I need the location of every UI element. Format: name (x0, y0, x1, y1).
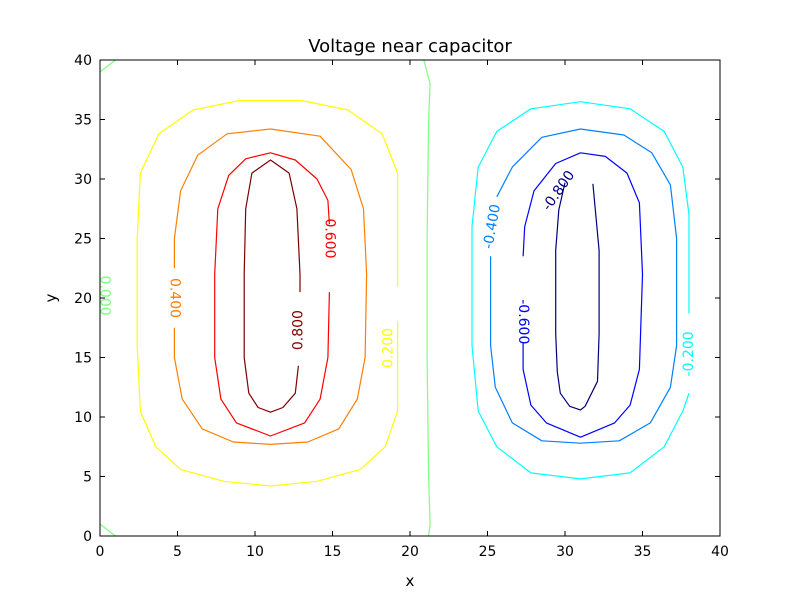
y-tick-label: 35 (74, 113, 92, 129)
contour-line--0.400 (496, 128, 581, 198)
x-tick-label: 20 (401, 544, 419, 560)
contour-label: 0.600 (321, 218, 337, 258)
contour-line-0.400 (173, 128, 368, 445)
contour-line-0.600 (214, 152, 330, 437)
x-tick-label: 5 (173, 544, 182, 560)
contour-label: -0.200 (681, 331, 697, 376)
x-tick-label: 10 (246, 544, 264, 560)
x-tick-label: 0 (96, 544, 105, 560)
contour-line-0.200 (136, 99, 399, 487)
contour-label: -0.600 (515, 299, 531, 344)
contour-label: -0.400 (480, 203, 504, 250)
contour-line--0.600 (522, 152, 644, 438)
contour-line-0.800 (243, 159, 301, 413)
contour-line--0.600 (522, 152, 581, 257)
x-tick-label: 15 (324, 544, 342, 560)
x-axis-label: x (406, 572, 415, 590)
contour-line-0.000 (99, 523, 116, 537)
contour-line--0.800 (555, 182, 600, 411)
contour-label: 0.200 (380, 328, 396, 368)
y-tick-label: 40 (74, 53, 92, 69)
x-tick-label: 25 (479, 544, 497, 560)
y-axis-label: y (42, 293, 60, 302)
x-tick-label: 35 (634, 544, 652, 560)
contour-lines (99, 59, 690, 537)
y-tick-label: 10 (74, 410, 92, 426)
contour-line--0.400 (490, 128, 678, 444)
y-tick-label: 15 (74, 351, 92, 367)
y-tick-label: 30 (74, 172, 92, 188)
contour-label: 0.000 (97, 276, 113, 316)
contour-line-0.000 (423, 59, 431, 537)
contour-line-0.000 (99, 59, 116, 73)
x-tick-label: 30 (556, 544, 574, 560)
x-tick-label: 40 (711, 544, 729, 560)
contour-line-0.400 (173, 128, 271, 269)
contour-label: 0.800 (290, 310, 306, 350)
y-tick-label: 25 (74, 232, 92, 248)
y-tick-label: 20 (74, 291, 92, 307)
x-ticks: 0 5 10 15 20 25 30 35 40 (96, 60, 729, 560)
contour-line--0.200 (471, 101, 690, 480)
chart-title: Voltage near capacitor (308, 36, 512, 57)
y-tick-label: 5 (83, 470, 92, 486)
y-ticks: 0 5 10 15 20 25 30 35 40 (74, 53, 720, 545)
contour-label: 0.400 (166, 278, 182, 318)
y-tick-label: 0 (83, 529, 92, 545)
